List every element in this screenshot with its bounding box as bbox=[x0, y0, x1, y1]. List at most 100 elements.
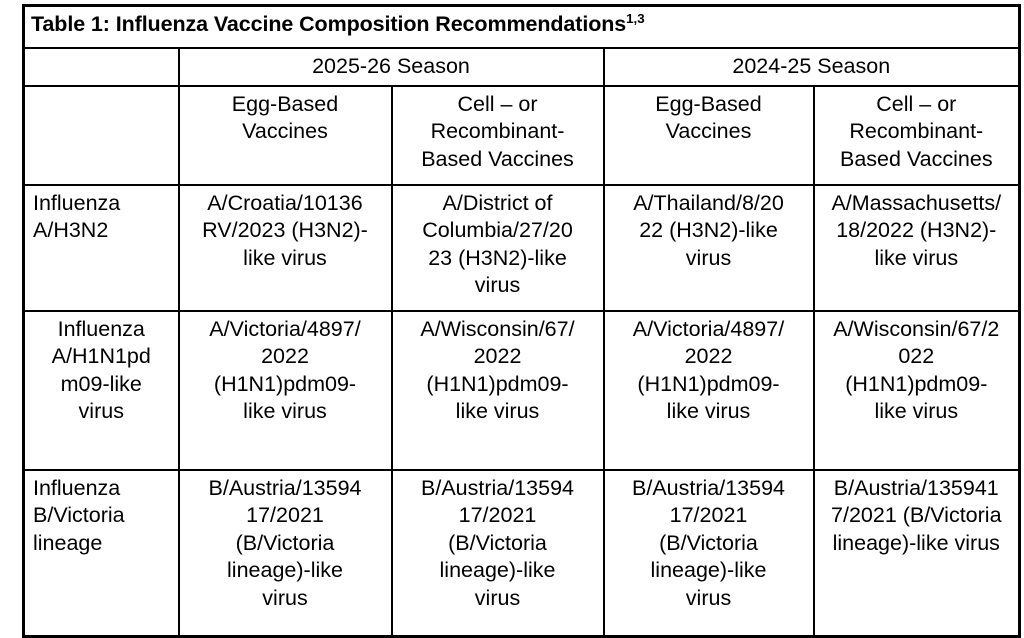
row-influenza-a-h1n1pdm09: Influenza A/H1N1pd m09-like virus A/Victori… bbox=[22, 309, 1021, 471]
strain-label-h1n1pdm09: Influenza A/H1N1pd m09-like virus bbox=[22, 309, 180, 471]
cell-line: like virus bbox=[666, 399, 751, 424]
cell-line: 022 bbox=[898, 344, 935, 369]
cell-line: like virus bbox=[455, 399, 540, 424]
cell-h3n2-cell-2024: A/Massachusetts/18/2022 (H3N2)- like viru… bbox=[812, 183, 1021, 312]
cell-line: 17/2021 bbox=[246, 503, 324, 528]
cell-lines: B/Austria/13594 17/2021 (B/Victoria lineage… bbox=[611, 475, 807, 613]
cell-line: Columbia/27/20 bbox=[422, 218, 573, 243]
strain-label-b-victoria: Influenza B/Victoria lineage bbox=[22, 468, 180, 638]
cell-lines: A/Croatia/10136 RV/2023 (H3N2)- like virus bbox=[186, 190, 385, 273]
cell-line: (H1N1)pdm09- bbox=[637, 371, 780, 396]
cell-line: Based Vaccines bbox=[421, 146, 574, 171]
cell-line: 23 (H3N2)-like bbox=[428, 245, 567, 270]
cell-line: (H1N1)pdm09- bbox=[845, 371, 988, 396]
cell-line: Influenza bbox=[33, 190, 121, 215]
cell-line: Egg-Based bbox=[231, 91, 339, 116]
cell-lines: A/Massachusetts/18/2022 (H3N2)- like viru… bbox=[821, 190, 1013, 273]
cell-h3n2-egg-2024: A/Thailand/8/20 22 (H3N2)-like virus bbox=[602, 183, 815, 312]
cell-line: B/Austria/135941 bbox=[833, 475, 999, 500]
cell-line: virus bbox=[262, 585, 308, 610]
season-header-blank bbox=[22, 47, 180, 87]
cell-line: virus bbox=[685, 245, 732, 270]
page-title: Table 1: Influenza Vaccine Composition R… bbox=[31, 12, 627, 36]
cell-bvic-egg-2025: B/Austria/13594 17/2021 (B/Victoria lineage… bbox=[177, 468, 393, 638]
cell-bvic-cell-2025: B/Austria/13594 17/2021 (B/Victoria lineage… bbox=[390, 468, 605, 638]
cell-h1n1-egg-2025: A/Victoria/4897/2022 (H1N1)pdm09- like vir… bbox=[177, 309, 393, 471]
cell-line: virus bbox=[685, 585, 732, 610]
cell-line: (B/Victoria bbox=[448, 530, 547, 555]
cell-lines: A/Wisconsin/67/2 022(H1N1)pdm09- like viru… bbox=[821, 316, 1013, 426]
cell-line: Cell – or bbox=[876, 91, 957, 116]
column-header-lines: Cell – or Recombinant- Based Vaccines bbox=[399, 91, 597, 174]
cell-line: Recombinant- bbox=[430, 119, 565, 144]
cell-line: A/Victoria/4897/ bbox=[632, 316, 785, 341]
cell-line: A/Wisconsin/67/2 bbox=[833, 316, 1000, 341]
cell-h3n2-egg-2025: A/Croatia/10136 RV/2023 (H3N2)- like virus bbox=[177, 183, 393, 312]
cell-line: lineage)-like bbox=[439, 558, 556, 583]
column-header-blank bbox=[22, 84, 180, 186]
cell-line: Influenza bbox=[33, 475, 121, 500]
cell-line: A/H3N2 bbox=[33, 218, 109, 243]
cell-line: A/Massachusetts/ bbox=[831, 190, 1002, 215]
season-header-2024-25: 2024-25 Season bbox=[602, 47, 1021, 87]
column-header-egg-based-2025: Egg-Based Vaccines bbox=[177, 84, 393, 186]
cell-line: like virus bbox=[874, 399, 959, 424]
cell-bvic-egg-2024: B/Austria/13594 17/2021 (B/Victoria lineage… bbox=[602, 468, 815, 638]
cell-line: lineage)-like bbox=[227, 558, 343, 583]
column-header-cell-recombinant-2024: Cell – or Recombinant- Based Vaccines bbox=[812, 84, 1021, 186]
table-container: Table 1: Influenza Vaccine Composition R… bbox=[22, 4, 1022, 638]
row-influenza-a-h3n2: Influenza A/H3N2 A/Croatia/10136 RV/2023 (… bbox=[22, 183, 1021, 312]
column-header-egg-based-2024: Egg-Based Vaccines bbox=[602, 84, 815, 186]
cell-line: 17/2021 bbox=[669, 503, 748, 528]
season-header-row: 2025-26 Season 2024-25 Season bbox=[22, 47, 1021, 87]
table-title-cell: Table 1: Influenza Vaccine Composition R… bbox=[22, 4, 1021, 49]
cell-lines: A/Victoria/4897/2022 (H1N1)pdm09- like vir… bbox=[186, 316, 385, 426]
cell-line: A/Thailand/8/20 bbox=[633, 190, 784, 215]
cell-lines: A/Victoria/4897/2022 (H1N1)pdm09- like vir… bbox=[611, 316, 807, 426]
cell-line: Recombinant- bbox=[849, 119, 984, 144]
cell-lines: Influenza A/H1N1pd m09-like virus bbox=[31, 316, 172, 426]
cell-line: Based Vaccines bbox=[839, 146, 993, 171]
cell-line: (H1N1)pdm09- bbox=[426, 371, 569, 396]
cell-line: (H1N1)pdm09- bbox=[213, 371, 357, 396]
column-header-cell-recombinant-2025: Cell – or Recombinant- Based Vaccines bbox=[390, 84, 605, 186]
cell-line: 7/2021 (B/Victoria bbox=[831, 503, 1002, 528]
cell-line: A/Victoria/4897/ bbox=[209, 316, 361, 341]
row-influenza-b-victoria: Influenza B/Victoria lineage B/Austria/135… bbox=[22, 468, 1021, 638]
cell-lines: Influenza B/Victoria lineage bbox=[33, 475, 172, 558]
cell-line: A/H1N1pd bbox=[51, 344, 151, 369]
cell-bvic-cell-2024: B/Austria/135941 7/2021 (B/Victoria lineag… bbox=[812, 468, 1021, 638]
title-footnote-marker: 1,3 bbox=[626, 10, 645, 26]
cell-lines: B/Austria/13594 17/2021 (B/Victoria lineage… bbox=[186, 475, 385, 613]
cell-line: 2022 bbox=[473, 344, 522, 369]
cell-line: B/Austria/13594 bbox=[421, 475, 574, 500]
cell-line: virus bbox=[474, 273, 521, 298]
cell-lines: A/Wisconsin/67/2022(H1N1)pdm09- like viru… bbox=[399, 316, 597, 426]
cell-line: 2022 bbox=[261, 344, 309, 369]
cell-line: 22 (H3N2)-like bbox=[639, 218, 778, 243]
cell-h1n1-egg-2024: A/Victoria/4897/2022 (H1N1)pdm09- like vir… bbox=[602, 309, 815, 471]
cell-line: m09-like bbox=[60, 371, 142, 396]
cell-line: Cell – or bbox=[457, 91, 538, 116]
cell-line: B/Austria/13594 bbox=[632, 475, 785, 500]
cell-line: Egg-Based bbox=[655, 91, 762, 116]
cell-line: 2022 bbox=[684, 344, 733, 369]
cell-lines: A/Thailand/8/20 22 (H3N2)-like virus bbox=[611, 190, 807, 273]
cell-lines: B/Austria/135941 7/2021 (B/Victoria lineag… bbox=[821, 475, 1013, 558]
cell-line: like virus bbox=[243, 245, 327, 270]
cell-line: lineage)-like bbox=[650, 558, 767, 583]
cell-line: B/Austria/13594 bbox=[208, 475, 362, 500]
column-header-lines: Cell – or Recombinant- Based Vaccines bbox=[821, 91, 1013, 174]
column-header-lines: Egg-Based Vaccines bbox=[611, 91, 807, 146]
cell-line: virus bbox=[474, 585, 521, 610]
table-body: Table 1: Influenza Vaccine Composition R… bbox=[22, 4, 1021, 638]
cell-line: (B/Victoria bbox=[235, 530, 335, 555]
cell-line: A/Wisconsin/67/ bbox=[420, 316, 575, 341]
strain-label-h3n2: Influenza A/H3N2 bbox=[22, 183, 180, 312]
cell-line: A/District of bbox=[442, 190, 553, 215]
cell-line: Vaccines bbox=[665, 119, 752, 144]
cell-line: 17/2021 bbox=[458, 503, 537, 528]
cell-line: B/Victoria bbox=[33, 503, 125, 528]
column-header-lines: Egg-Based Vaccines bbox=[186, 91, 385, 146]
cell-lines: B/Austria/13594 17/2021 (B/Victoria lineage… bbox=[399, 475, 597, 613]
